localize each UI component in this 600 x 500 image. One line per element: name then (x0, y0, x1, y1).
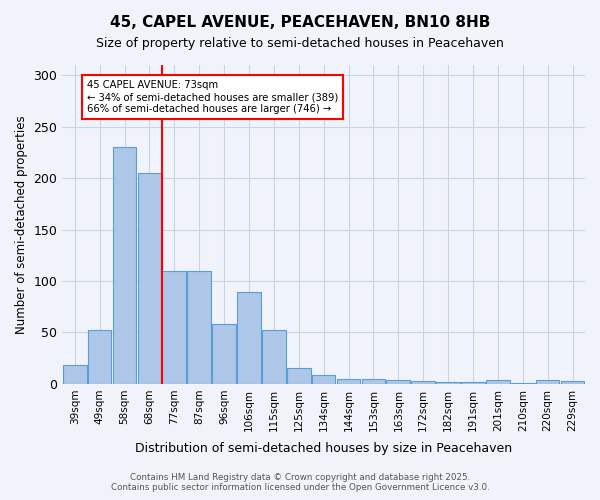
Bar (113, 148, 136, 384)
Bar (262, 330, 286, 384)
Bar (63, 366, 86, 384)
Bar (163, 270, 186, 384)
Bar (386, 380, 410, 384)
Bar (486, 380, 510, 384)
Bar (362, 379, 385, 384)
Bar (436, 382, 460, 384)
Bar (561, 381, 584, 384)
Bar (287, 368, 311, 384)
X-axis label: Distribution of semi-detached houses by size in Peacehaven: Distribution of semi-detached houses by … (135, 442, 512, 455)
Text: Size of property relative to semi-detached houses in Peacehaven: Size of property relative to semi-detach… (96, 38, 504, 51)
Bar (511, 383, 535, 384)
Bar (461, 382, 485, 384)
Bar (312, 374, 335, 384)
Text: 45 CAPEL AVENUE: 73sqm
← 34% of semi-detached houses are smaller (389)
66% of se: 45 CAPEL AVENUE: 73sqm ← 34% of semi-det… (87, 80, 338, 114)
Y-axis label: Number of semi-detached properties: Number of semi-detached properties (15, 115, 28, 334)
Bar (412, 381, 435, 384)
Bar (536, 380, 559, 384)
Text: 45, CAPEL AVENUE, PEACEHAVEN, BN10 8HB: 45, CAPEL AVENUE, PEACEHAVEN, BN10 8HB (110, 15, 490, 30)
Bar (187, 270, 211, 384)
Bar (212, 324, 236, 384)
Text: Contains HM Land Registry data © Crown copyright and database right 2025.
Contai: Contains HM Land Registry data © Crown c… (110, 473, 490, 492)
Bar (137, 173, 161, 384)
Bar (88, 330, 112, 384)
Bar (237, 292, 261, 384)
Bar (337, 379, 361, 384)
